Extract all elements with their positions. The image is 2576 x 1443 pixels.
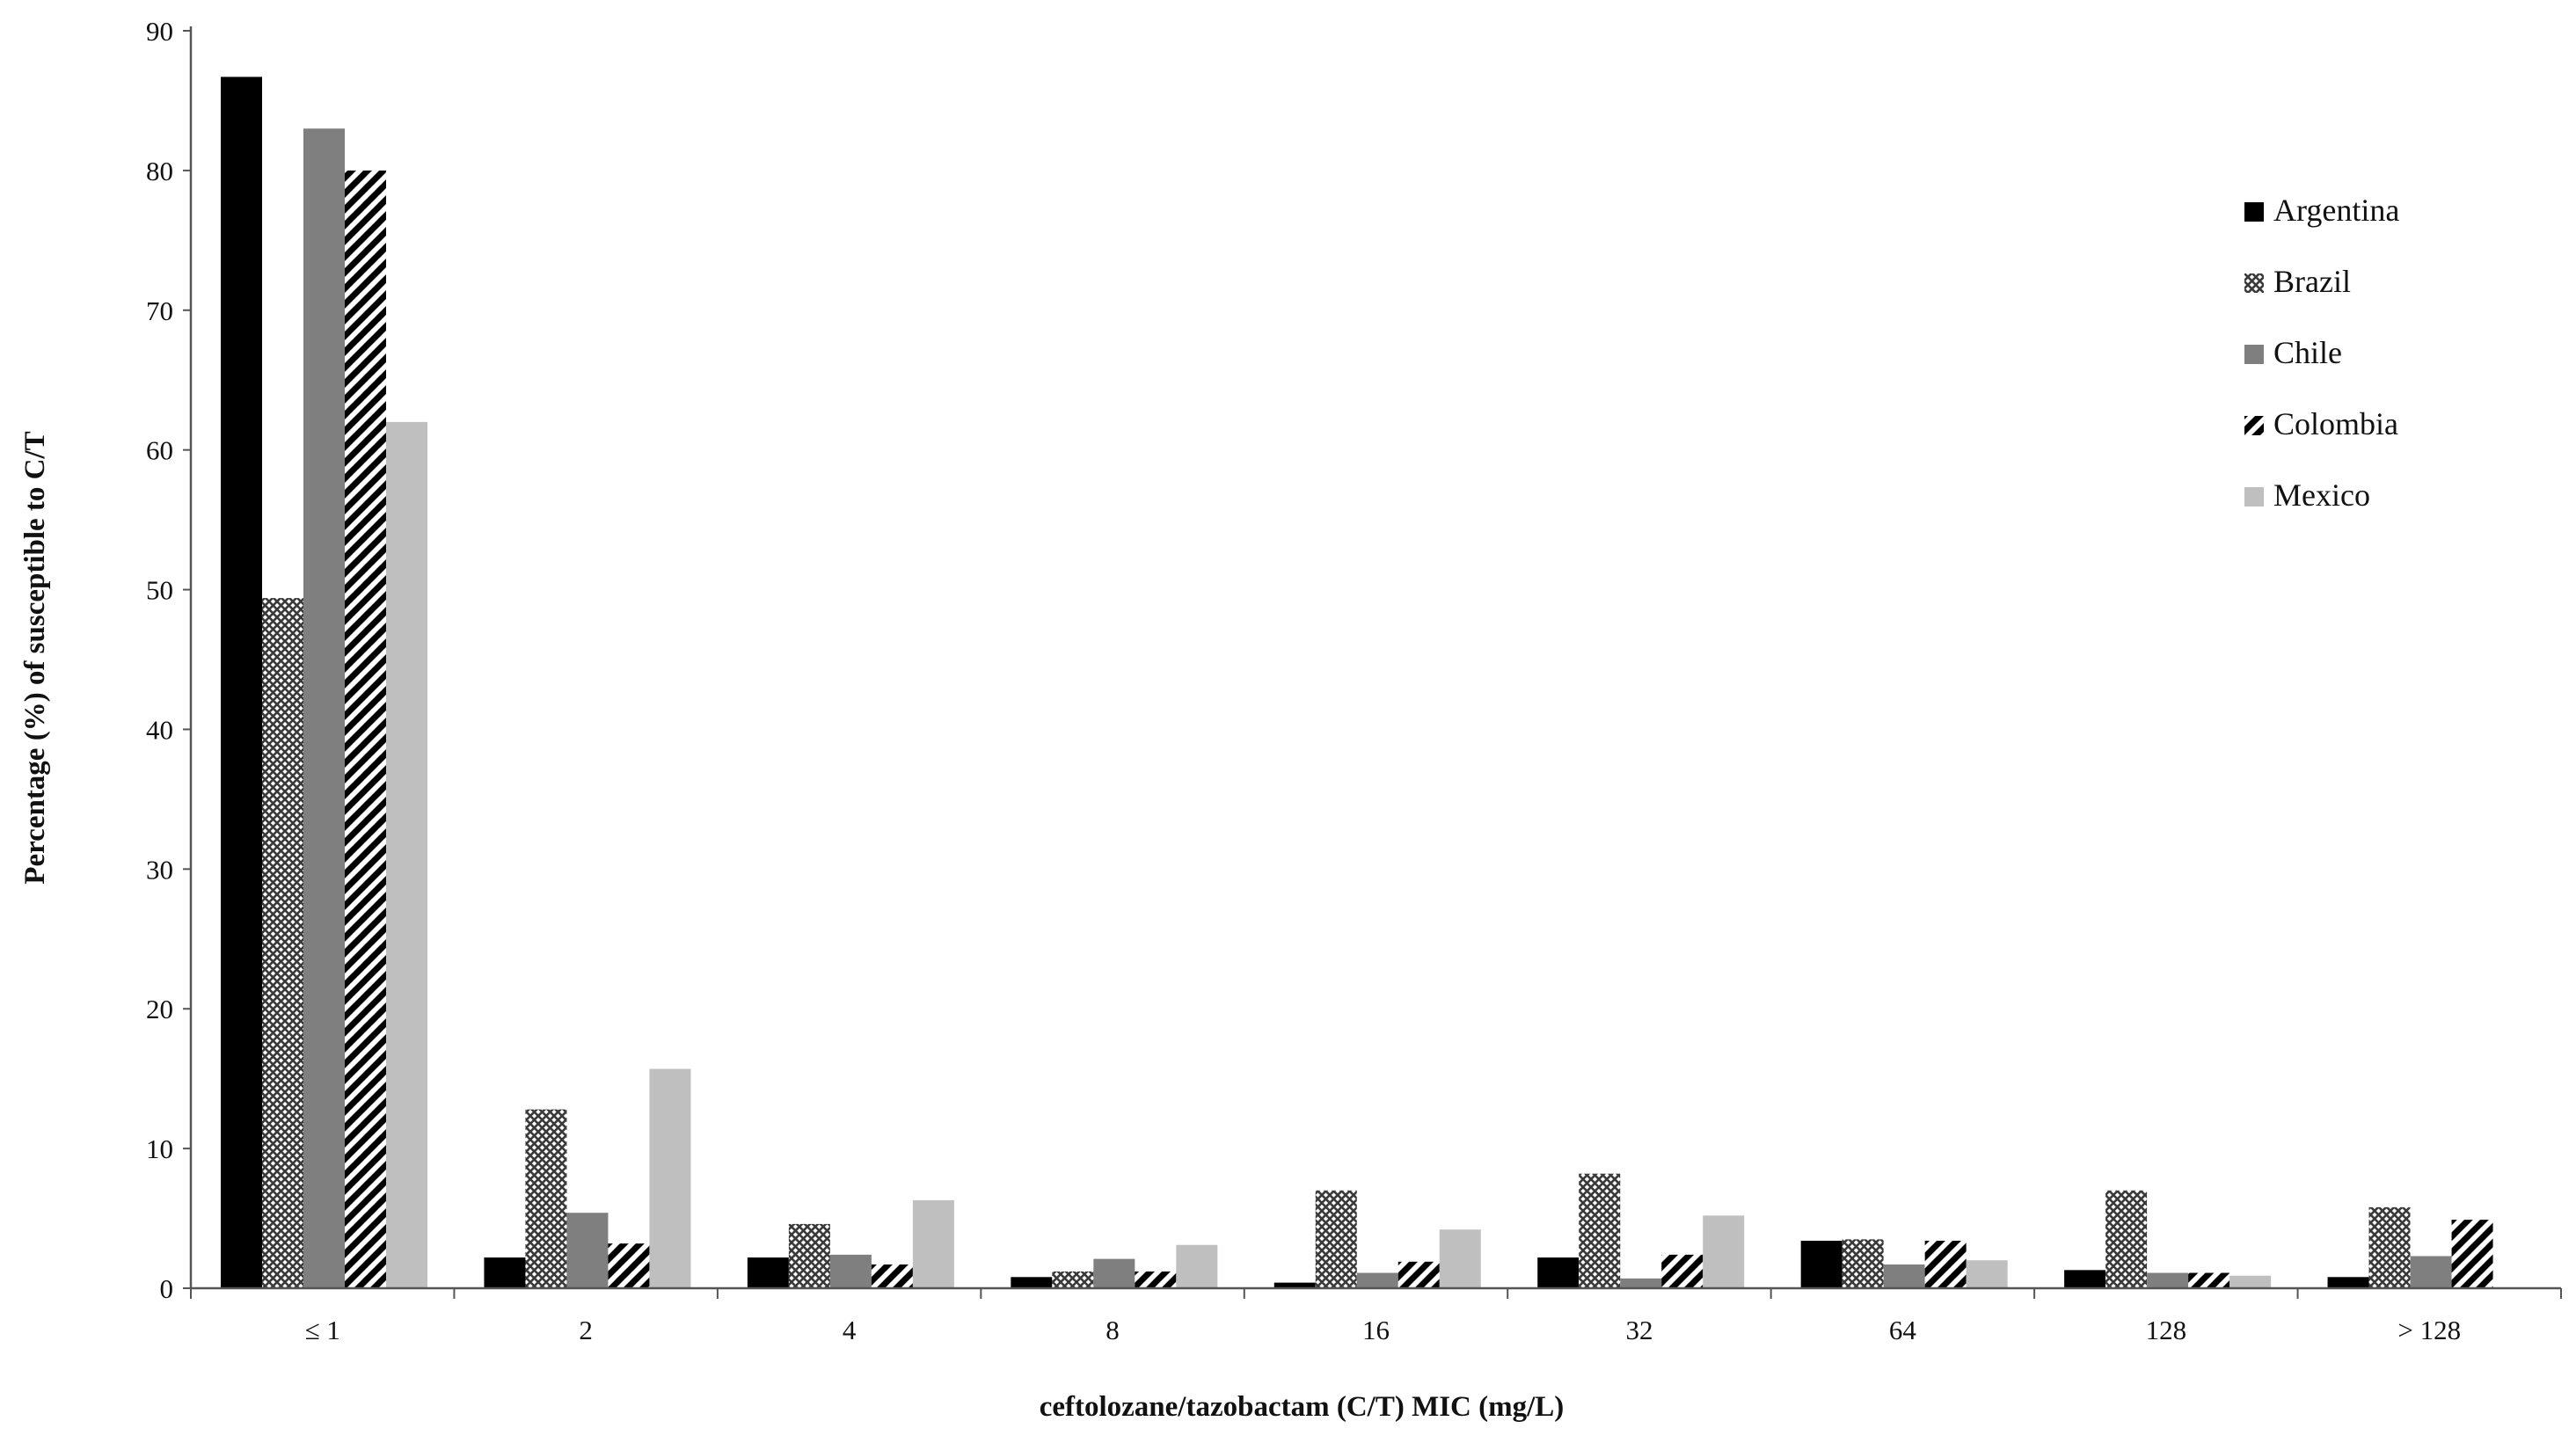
bar-chile-2	[566, 1213, 609, 1288]
y-tick-label: 70	[146, 295, 173, 326]
bar-mexico-4	[1176, 1244, 1218, 1288]
y-tick-label: 60	[146, 435, 173, 466]
y-tick-label: 0	[160, 1273, 174, 1304]
bar-colombia-6	[1661, 1254, 1704, 1288]
x-axis-title: ceftolozane/tazobactam (C/T) MIC (mg/L)	[1040, 1391, 1565, 1423]
axes	[189, 26, 2561, 1290]
bar-chile-4	[1093, 1258, 1135, 1288]
bar-colombia-1	[345, 170, 386, 1288]
bar-brazil-2	[525, 1109, 567, 1288]
bar-chile-3	[829, 1254, 872, 1288]
legend-label-mexico: Mexico	[2273, 477, 2370, 513]
legend-label-colombia: Colombia	[2273, 406, 2398, 441]
y-tick-label: 20	[146, 994, 173, 1024]
x-axis-ticks: ≤ 1 2 4 8 16 32 64 128 > 128	[190, 1288, 2562, 1345]
bar-brazil-9	[2368, 1206, 2411, 1288]
bar-brazil-3	[788, 1223, 830, 1288]
y-axis-ticks: 0 10 20 30 40 50 60 70 80 90	[146, 16, 191, 1304]
bar-colombia-7	[1924, 1240, 1967, 1288]
bar-mexico-6	[1703, 1215, 1745, 1288]
bar-brazil-5	[1315, 1190, 1357, 1288]
bar-mexico-7	[1966, 1260, 2008, 1288]
x-tick-label: 16	[1362, 1315, 1390, 1345]
bar-colombia-5	[1397, 1261, 1440, 1288]
bar-colombia-8	[2188, 1272, 2230, 1288]
legend: Argentina Brazil Chile Colombia Mexico	[2244, 193, 2399, 513]
y-tick-label: 10	[146, 1133, 173, 1164]
x-tick-label: 4	[843, 1315, 857, 1345]
x-tick-label: 32	[1625, 1315, 1653, 1345]
bar-chile-7	[1883, 1264, 1925, 1288]
y-tick-label: 30	[146, 854, 173, 885]
legend-swatch-argentina	[2244, 202, 2264, 222]
x-tick-label: 128	[2146, 1315, 2187, 1345]
bar-mexico-5	[1439, 1229, 1481, 1288]
bars	[221, 77, 2493, 1289]
bar-chile-8	[2147, 1272, 2189, 1288]
bar-argentina-2	[484, 1257, 526, 1288]
bar-chile-6	[1620, 1278, 1662, 1288]
y-tick-label: 40	[146, 714, 173, 745]
bar-brazil-7	[1842, 1239, 1884, 1288]
bar-argentina-5	[1273, 1282, 1316, 1288]
bar-colombia-9	[2451, 1220, 2493, 1288]
bar-chile-1	[303, 128, 345, 1289]
bar-argentina-4	[1011, 1277, 1053, 1288]
bar-colombia-4	[1135, 1271, 1177, 1288]
bar-chile-5	[1356, 1272, 1398, 1288]
bar-chile-9	[2410, 1256, 2452, 1288]
x-tick-label: 8	[1106, 1315, 1120, 1345]
bar-argentina-9	[2327, 1277, 2369, 1288]
bar-mexico-8	[2229, 1275, 2272, 1288]
legend-swatch-colombia	[2244, 416, 2264, 435]
x-tick-label: ≤ 1	[305, 1315, 340, 1345]
y-tick-label: 90	[146, 16, 173, 47]
y-axis-title-group: Percentage (%) of susceptible to C/T	[19, 431, 51, 884]
bar-argentina-7	[1800, 1240, 1843, 1288]
legend-swatch-chile	[2244, 345, 2264, 364]
bar-argentina-6	[1537, 1257, 1580, 1288]
x-tick-label: > 128	[2397, 1315, 2461, 1345]
bar-mexico-3	[912, 1199, 954, 1288]
x-tick-label: 64	[1889, 1315, 1917, 1345]
bar-argentina-1	[221, 77, 262, 1288]
bar-brazil-8	[2105, 1190, 2148, 1288]
bar-mexico-1	[386, 421, 427, 1288]
bar-brazil-6	[1579, 1173, 1621, 1288]
bar-argentina-8	[2064, 1270, 2106, 1288]
y-tick-label: 80	[146, 156, 173, 186]
legend-label-brazil: Brazil	[2273, 264, 2351, 299]
bar-brazil-4	[1052, 1271, 1094, 1288]
y-tick-label: 50	[146, 575, 173, 606]
x-tick-label: 2	[579, 1315, 593, 1345]
bar-brazil-1	[262, 598, 303, 1288]
bar-colombia-2	[608, 1243, 650, 1288]
y-axis-title: Percentage (%) of susceptible to C/T	[19, 431, 51, 884]
bar-colombia-3	[871, 1264, 913, 1288]
bar-mexico-2	[649, 1068, 691, 1288]
legend-swatch-mexico	[2244, 487, 2264, 507]
legend-swatch-brazil	[2244, 273, 2264, 293]
bar-argentina-3	[747, 1257, 789, 1288]
legend-label-chile: Chile	[2273, 335, 2342, 370]
legend-label-argentina: Argentina	[2273, 193, 2399, 228]
